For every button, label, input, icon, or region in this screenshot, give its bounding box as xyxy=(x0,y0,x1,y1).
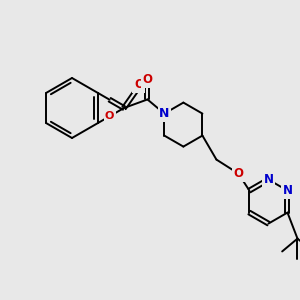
Text: O: O xyxy=(233,167,243,180)
Text: N: N xyxy=(263,173,273,186)
Text: O: O xyxy=(105,111,114,121)
Text: O: O xyxy=(134,78,144,91)
Text: N: N xyxy=(159,107,169,120)
Text: N: N xyxy=(283,184,292,197)
Text: O: O xyxy=(142,74,152,86)
